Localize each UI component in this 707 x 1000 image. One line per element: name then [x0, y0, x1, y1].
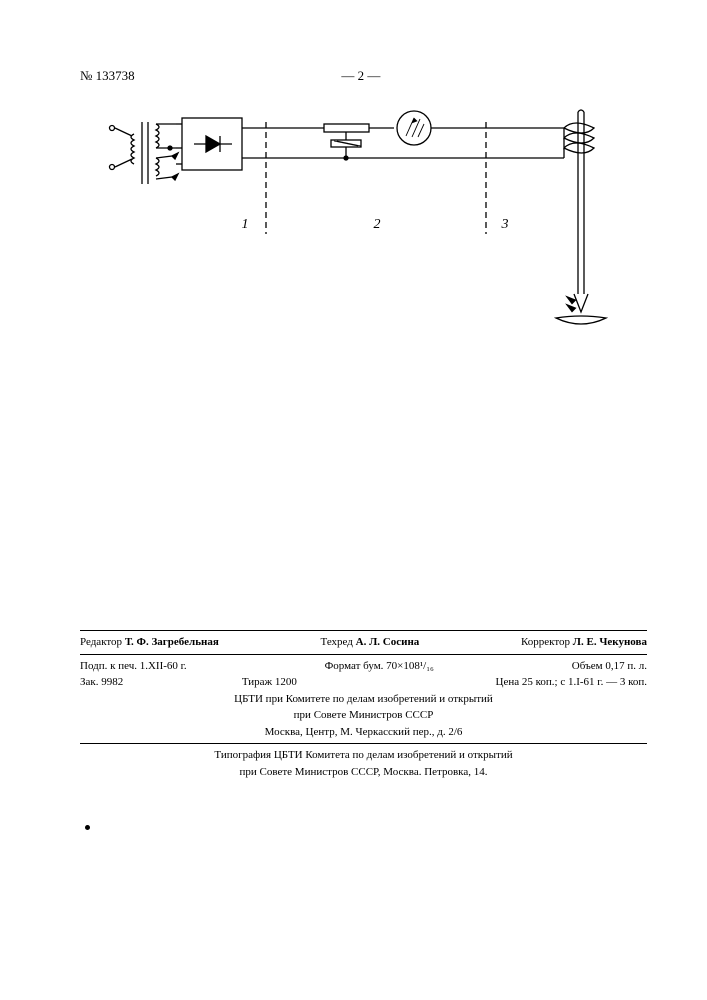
publisher-address: Москва, Центр, М. Черкасский пер., д. 2/… — [80, 724, 647, 741]
credits-row: Редактор Т. Ф. Загребельная Техред А. Л.… — [80, 634, 647, 651]
circuit-svg — [94, 104, 634, 364]
publisher-line-2: при Совете Министров СССР — [80, 707, 647, 724]
print-info-row-2: Зак. 9982 Тираж 1200 Цена 25 коп.; с 1.I… — [80, 674, 647, 691]
page-header: № 133738 — 2 — — [80, 68, 647, 84]
print-info-row-1: Подп. к печ. 1.XII-60 г. Формат бум. 70×… — [80, 658, 647, 675]
publisher-line-1: ЦБТИ при Комитете по делам изобретений и… — [80, 691, 647, 708]
section-label-3: 3 — [502, 217, 509, 233]
typography-line-1: Типография ЦБТИ Комитета по делам изобре… — [80, 747, 647, 764]
colophon: Редактор Т. Ф. Загребельная Техред А. Л.… — [80, 627, 647, 780]
circuit-diagram: 1 2 3 — [94, 104, 634, 364]
stray-dot — [85, 825, 90, 830]
page-number: — 2 — — [341, 68, 380, 84]
document-number: № 133738 — [80, 68, 135, 84]
typography-line-2: при Совете Министров СССР, Москва. Петро… — [80, 764, 647, 781]
section-label-2: 2 — [374, 217, 381, 233]
section-label-1: 1 — [242, 217, 249, 233]
